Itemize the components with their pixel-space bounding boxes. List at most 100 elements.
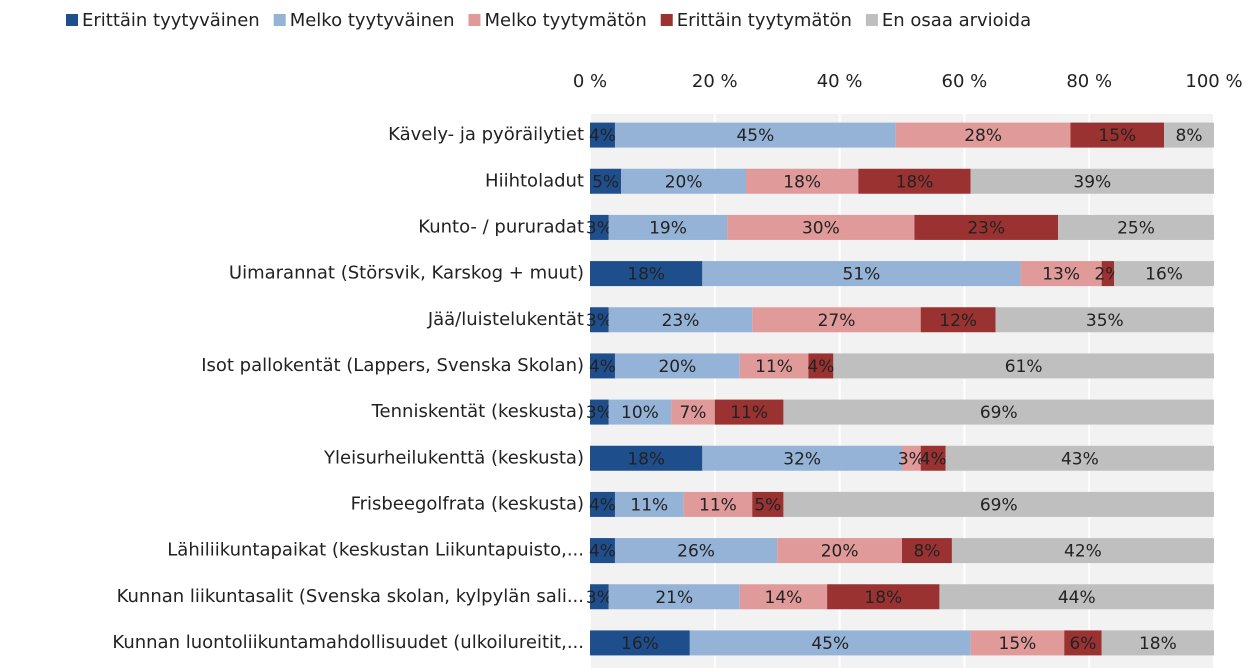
value-label: 8% (913, 542, 940, 562)
y-tick-label: Isot pallokentät (Lappers, Svenska Skola… (201, 355, 584, 376)
value-label: 11% (699, 495, 737, 515)
x-tick-label: 40 % (817, 71, 863, 92)
y-tick-label: Jää/luistelukentät (427, 309, 584, 330)
value-label: 30% (802, 218, 840, 238)
value-label: 16% (621, 634, 659, 654)
bar-segment (590, 261, 703, 287)
value-label: 18% (783, 172, 821, 192)
legend-swatch (273, 14, 286, 26)
bar-segment (1070, 122, 1165, 148)
value-label: 23% (662, 311, 700, 331)
value-label: 12% (939, 311, 977, 331)
value-label: 21% (655, 588, 693, 608)
bar-segment (671, 399, 715, 425)
value-label: 18% (627, 265, 665, 285)
value-label: 11% (730, 403, 768, 423)
bar-segment (939, 584, 1214, 610)
value-label: 45% (736, 126, 774, 146)
bar-segment (1164, 122, 1214, 148)
bar-segment (590, 630, 690, 656)
x-tick-label: 20 % (692, 71, 738, 92)
bar-segment (1064, 630, 1102, 656)
bar-segment (590, 491, 615, 517)
bar-segment (920, 445, 946, 471)
bar-segment (902, 538, 952, 564)
value-label: 35% (1086, 311, 1124, 331)
x-tick-label: 60 % (942, 71, 988, 92)
legend-swatch (468, 14, 481, 26)
bar-segment (739, 353, 809, 379)
bar-segment (727, 214, 915, 240)
bar-segment (590, 584, 609, 610)
value-label: 32% (783, 449, 821, 469)
bar-segment (1101, 630, 1214, 656)
y-tick-label: Kävely- ja pyöräilytiet (388, 124, 584, 145)
y-tick-label: Yleisurheilukenttä (keskusta) (323, 447, 584, 468)
plot-area (590, 114, 1214, 668)
bar-segment (783, 399, 1214, 425)
value-label: 18% (864, 588, 902, 608)
y-tick-label: Tenniskentät (keskusta) (371, 401, 584, 422)
bar-segment (590, 168, 622, 194)
bar-segment (608, 307, 753, 333)
value-label: 25% (1117, 218, 1155, 238)
value-label: 11% (630, 495, 668, 515)
bar-segment (746, 168, 859, 194)
value-label: 69% (980, 495, 1018, 515)
bar-segment (608, 584, 740, 610)
value-label: 20% (658, 357, 696, 377)
bar-segment (970, 630, 1065, 656)
value-label: 4% (589, 126, 616, 146)
y-tick-label: Hiihtoladut (485, 170, 584, 191)
bar-segment (689, 630, 971, 656)
bar-segment (702, 445, 902, 471)
bar-segment (827, 584, 940, 610)
bar-segment (783, 491, 1214, 517)
bar-segment (683, 491, 753, 517)
bar-segment (739, 584, 828, 610)
value-label: 19% (649, 218, 687, 238)
bar-segment (858, 168, 971, 194)
value-label: 4% (920, 449, 947, 469)
bar-segment (590, 399, 609, 425)
bar-segment (752, 491, 784, 517)
value-label: 16% (1145, 265, 1183, 285)
y-tick-label: Kunto- / pururadat (418, 216, 584, 237)
legend-swatch (66, 14, 78, 26)
bar-segment (614, 491, 684, 517)
value-label: 4% (589, 542, 616, 562)
bar-segment (914, 214, 1058, 240)
bar-segment (590, 214, 609, 240)
bar-segment (1020, 261, 1102, 287)
x-tick-label: 80 % (1066, 71, 1112, 92)
value-label: 6% (1069, 634, 1096, 654)
bar-segment (895, 122, 1071, 148)
legend-swatch (865, 14, 878, 26)
bar-segment (702, 261, 1021, 287)
value-label: 3% (586, 311, 613, 331)
bar-segment (614, 122, 896, 148)
legend-label: Melko tyytymätön (484, 10, 646, 31)
value-label: 5% (592, 172, 619, 192)
value-label: 27% (818, 311, 856, 331)
bar-segment (945, 445, 1214, 471)
bar-segment (995, 307, 1214, 333)
value-label: 42% (1064, 542, 1102, 562)
value-label: 3% (898, 449, 925, 469)
value-label: 61% (1005, 357, 1043, 377)
legend-label: Erittäin tyytyväinen (82, 10, 260, 31)
bar-segment (951, 538, 1214, 564)
value-label: 69% (980, 403, 1018, 423)
bar-segment (608, 214, 728, 240)
value-label: 15% (999, 634, 1037, 654)
bar-segment (590, 307, 609, 333)
bar-segment (614, 353, 740, 379)
legend-label: Erittäin tyytymätön (677, 10, 852, 31)
y-tick-label: Lähiliikuntapaikat (keskustan Liikuntapu… (167, 540, 584, 561)
bar-segment (590, 538, 615, 564)
bar-segment (614, 538, 778, 564)
bar-segment (902, 445, 921, 471)
bar-segment (777, 538, 902, 564)
value-label: 18% (627, 449, 665, 469)
